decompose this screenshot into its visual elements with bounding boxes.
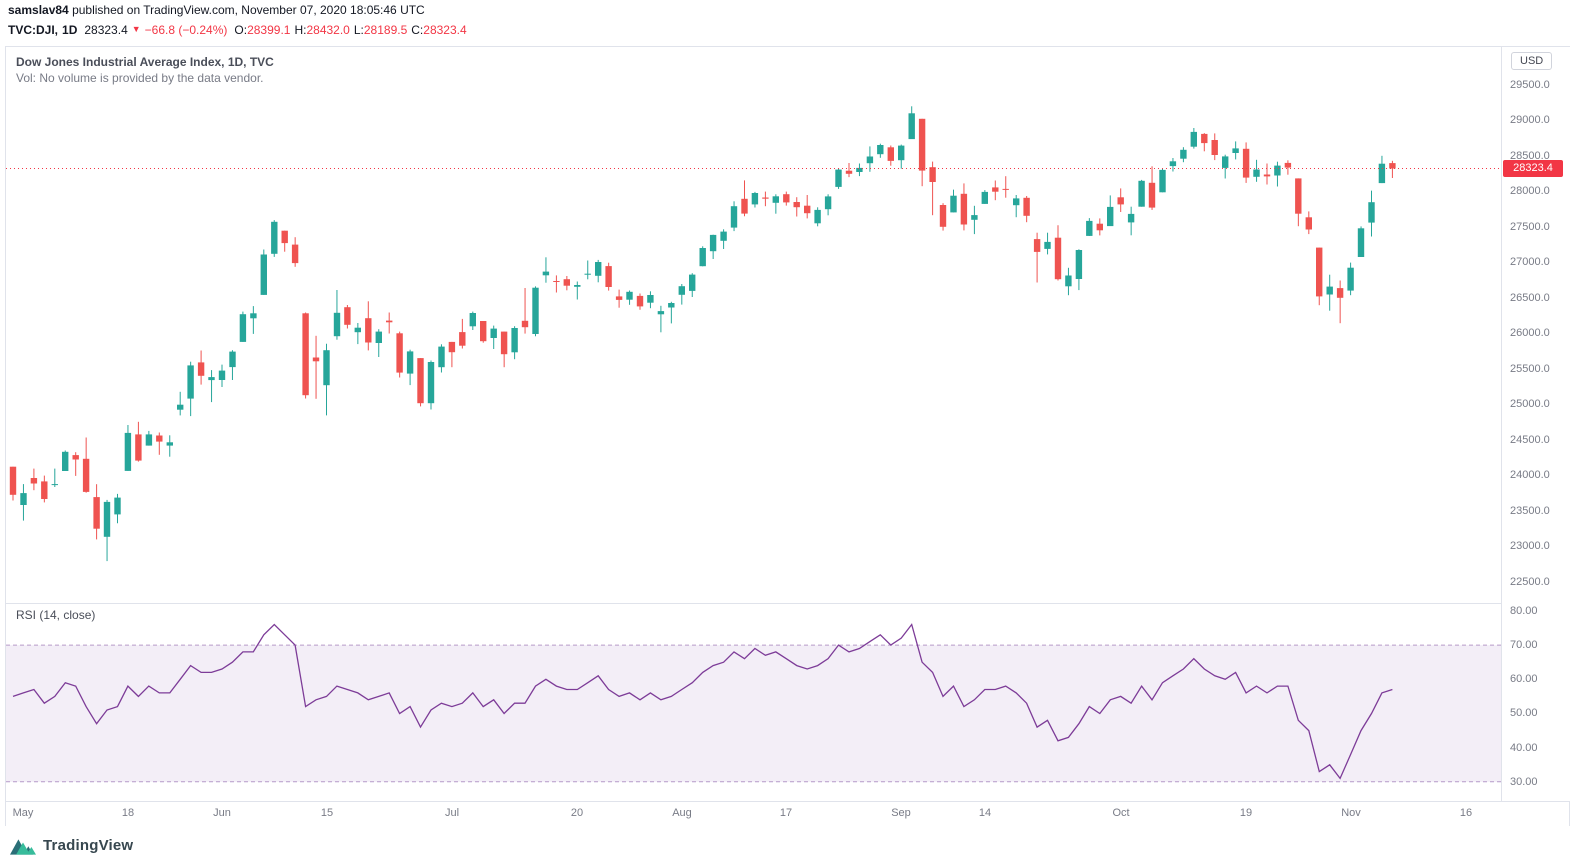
- last-price-tag: 28323.4: [1503, 160, 1563, 177]
- rsi-tick-label: 80.00: [1510, 605, 1538, 617]
- open-value: 28399.1: [247, 22, 291, 37]
- high-label: H:: [294, 22, 307, 37]
- price-tick-label: 26500.0: [1510, 292, 1550, 304]
- low-value: 28189.5: [363, 22, 408, 37]
- volume-note: Vol: No volume is provided by the data v…: [16, 71, 264, 85]
- change-direction-icon: ▼: [131, 23, 141, 34]
- time-tick-label: 19: [1239, 807, 1253, 819]
- price-tick-label: 28500.0: [1510, 150, 1550, 162]
- high-value: 28432.0: [306, 22, 350, 37]
- publisher-text: published on TradingView.com, November 0…: [68, 3, 425, 17]
- time-tick-label: May: [12, 807, 34, 819]
- rsi-pane[interactable]: RSI (14, close): [6, 603, 1501, 801]
- time-axis[interactable]: May 18 Jun 15 Jul 20 Aug 17 Sep 14 Oct 19 Nov 16: [6, 801, 1569, 826]
- price-tick-label: 23500.0: [1510, 505, 1550, 517]
- time-tick-label: 14: [978, 807, 992, 819]
- price-tick-label: 22500.0: [1510, 576, 1550, 588]
- price-axis[interactable]: USD 28323.4 29500.0 29000.0 28500.0 28000.0…: [1501, 47, 1570, 801]
- time-tick-label: 17: [779, 807, 793, 819]
- price-tick-label: 27500.0: [1510, 221, 1550, 233]
- footer-bar: TradingView: [0, 828, 1572, 863]
- low-label: L:: [353, 22, 364, 37]
- time-tick-label: Oct: [1112, 807, 1130, 819]
- rsi-tick-label: 50.00: [1510, 707, 1538, 719]
- price-tick-label: 25500.0: [1510, 363, 1550, 375]
- time-tick-label: 16: [1459, 807, 1473, 819]
- symbol-interval: 1D: [62, 22, 78, 37]
- rsi-tick-label: 40.00: [1510, 742, 1538, 754]
- candlestick-chart[interactable]: [6, 47, 1501, 603]
- chart-frame: Dow Jones Industrial Average Index, 1D, …: [5, 46, 1570, 826]
- close-label: C:: [411, 22, 424, 37]
- price-tick-label: 25000.0: [1510, 398, 1550, 410]
- time-tick-label: Jun: [213, 807, 231, 819]
- time-tick-label: 20: [570, 807, 584, 819]
- close-value: 28323.4: [423, 22, 467, 37]
- tradingview-brand[interactable]: TradingView: [43, 837, 134, 854]
- time-tick-label: Aug: [672, 807, 692, 819]
- time-tick-label: 15: [320, 807, 334, 819]
- main-legend[interactable]: Dow Jones Industrial Average Index, 1D, …: [16, 54, 274, 86]
- rsi-tick-label: 70.00: [1510, 639, 1538, 651]
- time-tick-label: 18: [121, 807, 135, 819]
- price-tick-label: 23000.0: [1510, 540, 1550, 552]
- price-tick-label: 24000.0: [1510, 469, 1550, 481]
- time-tick-label: Nov: [1341, 807, 1361, 819]
- price-tick-label: 26000.0: [1510, 327, 1550, 339]
- last-price: 28323.4: [84, 22, 128, 37]
- symbol-name: TVC:DJI,: [8, 22, 59, 37]
- price-tick-label: 28000.0: [1510, 185, 1550, 197]
- time-tick-label: Jul: [444, 807, 460, 819]
- open-label: O:: [234, 22, 248, 37]
- chart-title[interactable]: Dow Jones Industrial Average Index, 1D, …: [16, 55, 274, 69]
- price-change: −66.8 (−0.24%): [144, 22, 228, 37]
- rsi-legend[interactable]: RSI (14, close): [16, 608, 96, 622]
- main-chart-pane[interactable]: Dow Jones Industrial Average Index, 1D, …: [6, 47, 1501, 603]
- tradingview-logo-icon[interactable]: [10, 836, 36, 855]
- publisher-bar: samslav84 published on TradingView.com, …: [0, 0, 1572, 23]
- price-tick-label: 24500.0: [1510, 434, 1550, 446]
- price-tick-label: 29500.0: [1510, 79, 1550, 91]
- rsi-chart[interactable]: [6, 603, 1501, 801]
- pane-divider[interactable]: [6, 603, 1569, 604]
- rsi-tick-label: 60.00: [1510, 673, 1538, 685]
- currency-button[interactable]: USD: [1511, 52, 1553, 70]
- price-tick-label: 29000.0: [1510, 114, 1550, 126]
- time-tick-label: Sep: [891, 807, 911, 819]
- publisher-username[interactable]: samslav84: [8, 3, 69, 17]
- rsi-tick-label: 30.00: [1510, 776, 1538, 788]
- price-tick-label: 27000.0: [1510, 256, 1550, 268]
- symbol-info-bar: TVC:DJI, 1D 28323.4 ▼ −66.8 (−0.24%) O: 2…: [0, 21, 467, 38]
